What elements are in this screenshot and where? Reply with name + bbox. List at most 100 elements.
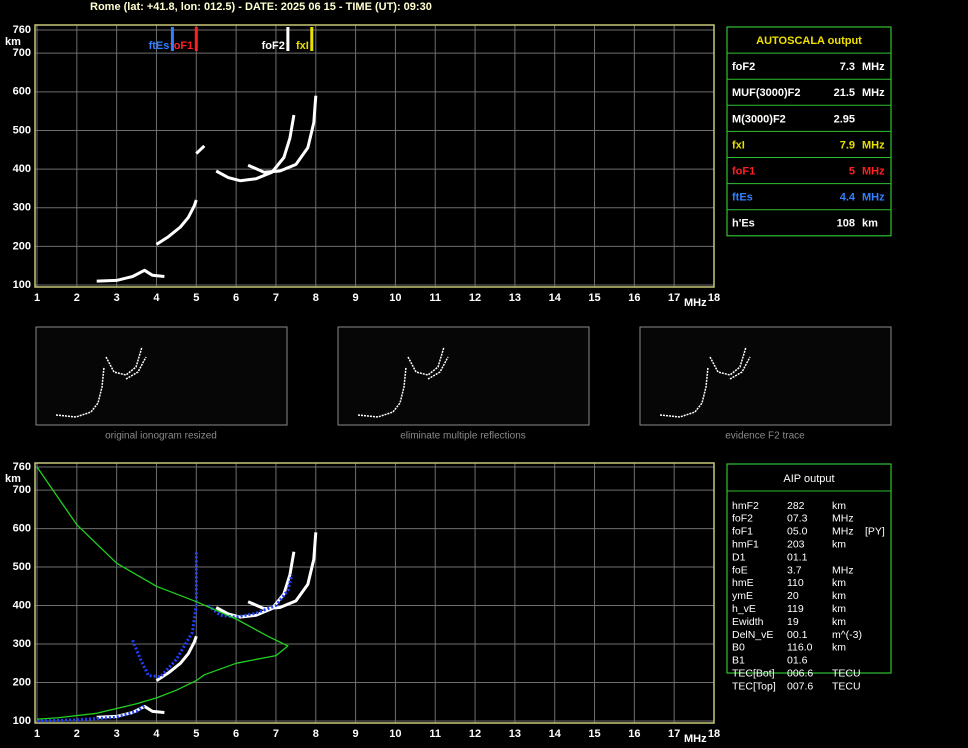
- autoscala-value: 21.5: [834, 87, 855, 99]
- x-tick-label: 12: [469, 728, 481, 740]
- trace: [207, 574, 294, 619]
- aip-cell: 203: [787, 538, 805, 550]
- aip-cell: 05.0: [787, 526, 808, 538]
- x-tick-label: 14: [549, 728, 562, 740]
- y-tick-label: 400: [13, 599, 31, 611]
- x-tick-label: 4: [153, 728, 160, 740]
- aip-cell: DelN_vE: [732, 629, 773, 641]
- y-axis-label: km: [5, 36, 21, 48]
- x-tick-label: 9: [353, 728, 359, 740]
- x-tick-label: 2: [74, 292, 80, 304]
- y-tick-label: 760: [13, 461, 31, 473]
- aip-cell: MHz: [832, 564, 854, 576]
- y-tick-label: 300: [13, 638, 31, 650]
- x-tick-label: 5: [193, 728, 199, 740]
- y-tick-label: 700: [13, 47, 31, 59]
- aip-cell: 3.7: [787, 564, 802, 576]
- autoscala-label: MUF(3000)F2: [732, 87, 800, 99]
- autoscala-label: foF1: [732, 165, 755, 177]
- x-tick-label: 18: [708, 292, 720, 304]
- aip-cell: km: [832, 577, 846, 589]
- autoscala-label: M(3000)F2: [732, 113, 786, 125]
- aip-cell: hmF2: [732, 500, 759, 512]
- thumbnail-caption: evidence F2 trace: [725, 431, 805, 442]
- trace: [215, 114, 296, 183]
- x-tick-label: 17: [668, 728, 680, 740]
- header-title: Rome (lat: +41.8, lon: 012.5) - DATE: 20…: [90, 1, 432, 13]
- aip-cell: D1: [732, 551, 746, 563]
- x-tick-label: 3: [114, 728, 120, 740]
- aip-cell: 006.6: [787, 667, 813, 679]
- y-tick-label: 600: [13, 522, 31, 534]
- aip-cell: km: [832, 500, 846, 512]
- autoscala-title: AUTOSCALA output: [756, 35, 862, 47]
- aip-cell: 110: [787, 577, 804, 589]
- aip-box: [726, 463, 892, 674]
- aip-cell: TEC[Bot]: [732, 667, 775, 679]
- aip-cell: h_vE: [732, 603, 756, 615]
- x-tick-label: 8: [313, 292, 319, 304]
- aip-cell: m^(-3): [832, 629, 862, 641]
- x-tick-label: 18: [708, 728, 720, 740]
- aip-cell: B0: [732, 642, 745, 654]
- autoscala-unit: MHz: [862, 192, 885, 204]
- x-tick-label: 10: [389, 728, 401, 740]
- y-tick-label: 760: [13, 24, 31, 36]
- x-tick-label: 13: [509, 292, 521, 304]
- autoscala-value: 2.95: [834, 113, 855, 125]
- trace: [215, 551, 296, 619]
- autoscala-unit: MHz: [862, 61, 885, 73]
- aip-cell: foF2: [732, 513, 753, 525]
- aip-cell: ymE: [732, 590, 753, 602]
- trace: [155, 199, 198, 246]
- thumbnail-caption: original ionogram resized: [105, 431, 217, 442]
- plot-frame: [34, 24, 715, 288]
- x-axis-label: MHz: [684, 297, 707, 309]
- aip-cell: 01.6: [787, 655, 808, 667]
- aip-cell: hmF1: [732, 538, 759, 550]
- aip-cell: B1: [732, 655, 745, 667]
- autoscala-value: 7.9: [840, 139, 855, 151]
- autoscala-label: h'Es: [732, 218, 755, 230]
- aip-cell: km: [832, 616, 846, 628]
- y-tick-label: 500: [13, 124, 31, 136]
- marker-label: foF2: [262, 40, 285, 52]
- trace: [195, 144, 206, 155]
- thumbnail: [35, 326, 288, 426]
- x-tick-label: 7: [273, 292, 279, 304]
- aip-cell: km: [832, 538, 846, 550]
- x-tick-label: 13: [509, 728, 521, 740]
- x-tick-label: 11: [429, 292, 441, 304]
- x-tick-label: 7: [273, 728, 279, 740]
- autoscala-label: foF2: [732, 61, 755, 73]
- x-tick-label: 15: [588, 292, 600, 304]
- aip-cell: 116.0: [787, 642, 813, 654]
- aip-title: AIP output: [783, 473, 834, 485]
- plot-frame: [34, 462, 715, 724]
- aip-cell: km: [832, 603, 846, 615]
- x-tick-label: 15: [588, 728, 600, 740]
- aip-cell: km: [832, 642, 846, 654]
- x-tick-label: 14: [549, 292, 562, 304]
- y-tick-label: 400: [13, 163, 31, 175]
- marker-label: ftEs: [149, 40, 170, 52]
- autoscala-label: fxI: [732, 139, 745, 151]
- y-tick-label: 200: [13, 676, 31, 688]
- aip-cell: TECU: [832, 667, 861, 679]
- y-tick-label: 100: [13, 715, 31, 727]
- aip-cell: km: [832, 590, 846, 602]
- x-tick-label: 2: [74, 728, 80, 740]
- thumbnail-trace: [659, 346, 751, 418]
- x-tick-label: 4: [153, 292, 160, 304]
- x-tick-label: 6: [233, 292, 239, 304]
- marker-label: foF1: [170, 40, 193, 52]
- aip-cell: Ewidth: [732, 616, 764, 628]
- x-tick-label: 1: [34, 292, 40, 304]
- x-tick-label: 16: [628, 292, 640, 304]
- autoscala-value: 7.3: [840, 61, 855, 73]
- x-tick-label: 11: [429, 728, 441, 740]
- aip-cell: TEC[Top]: [732, 680, 776, 692]
- thumbnail-trace: [357, 346, 449, 418]
- aip-cell: [PY]: [865, 526, 885, 538]
